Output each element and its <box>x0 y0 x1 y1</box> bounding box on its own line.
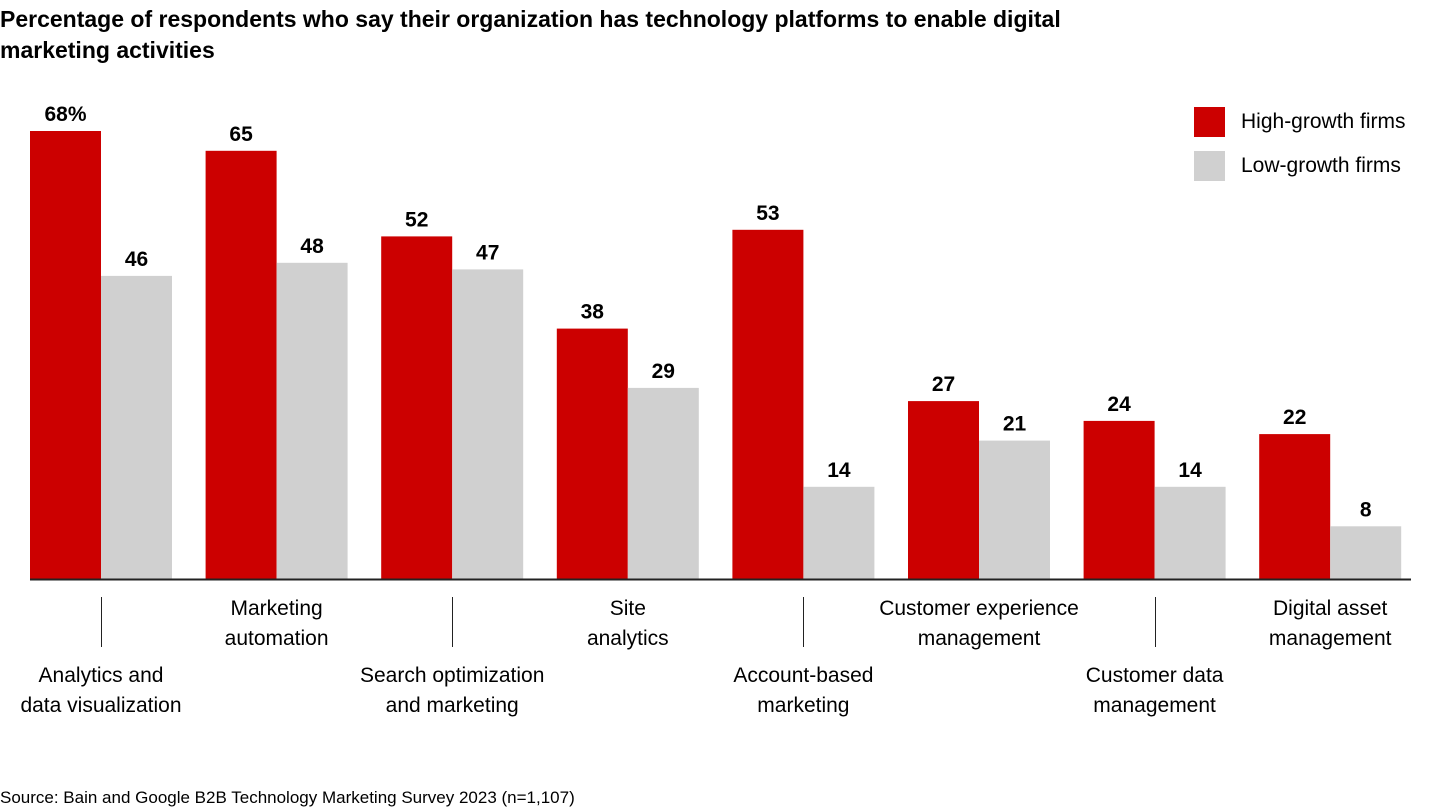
data-label: 46 <box>125 248 148 271</box>
x-tick-label-line: Digital asset <box>1272 597 1388 620</box>
x-tick-label-line: analytics <box>586 627 669 650</box>
x-tick-label-line: Account-based <box>733 664 874 687</box>
bar-low-growth <box>452 269 524 579</box>
x-tick-leader-line <box>1155 597 1156 647</box>
bar-high-growth <box>908 401 979 579</box>
legend: High-growth firms Low-growth firms <box>1194 100 1406 188</box>
x-tick-label-line: Analytics and <box>38 664 164 687</box>
legend-swatch-low-growth <box>1194 151 1225 181</box>
x-tick-label-line: management <box>917 627 1041 650</box>
x-tick-label-line: automation <box>224 627 329 650</box>
data-label: 29 <box>652 360 675 383</box>
bar-low-growth <box>627 387 699 579</box>
chart-title: Percentage of respondents who say their … <box>0 6 1061 63</box>
data-label: 68% <box>44 103 86 126</box>
x-tick-label: Marketing automation <box>225 594 329 654</box>
x-tick-label-line: Customer data <box>1085 664 1224 687</box>
bar-high-growth <box>30 131 101 579</box>
data-label: 8 <box>1360 498 1372 521</box>
x-tick-label: Customer experience management <box>879 594 1079 654</box>
x-tick-label: Account-based marketing <box>733 661 873 721</box>
bar-chart: 68% 46 65 48 52 47 38 29 53 14 27 21 24 14 22 8 <box>30 103 1411 581</box>
bar-high-growth <box>1259 434 1331 579</box>
data-label: 24 <box>1107 393 1131 416</box>
bar-low-growth <box>1154 486 1226 579</box>
source-note: Source: Bain and Google B2B Technology M… <box>0 788 575 807</box>
x-tick-label: Customer data management <box>1086 661 1224 721</box>
data-label: 14 <box>1178 459 1202 482</box>
bar-high-growth <box>381 236 453 579</box>
x-tick-label-line: Marketing <box>230 597 323 620</box>
data-label: 21 <box>1003 413 1027 436</box>
x-tick-label: Digital asset management <box>1269 594 1392 654</box>
x-tick-leader-line <box>803 597 804 647</box>
x-tick-label-line: marketing <box>757 694 850 717</box>
bar-low-growth <box>803 486 875 579</box>
data-label: 52 <box>405 208 428 231</box>
data-label: 53 <box>756 202 779 225</box>
bar-high-growth <box>1083 420 1155 579</box>
x-tick-label-line: management <box>1268 627 1392 650</box>
data-label: 14 <box>827 459 851 482</box>
x-tick-label-line: Site <box>609 597 646 620</box>
x-tick-leader-line <box>452 597 453 647</box>
x-tick-label-line: management <box>1093 694 1216 717</box>
legend-item-high-growth: High-growth firms <box>1194 100 1406 144</box>
legend-label-high-growth: High-growth firms <box>1241 110 1406 133</box>
x-tick-label-line: Search optimization <box>359 664 545 687</box>
data-label: 38 <box>581 301 605 324</box>
x-tick-label: Site analytics <box>587 594 669 654</box>
legend-item-low-growth: Low-growth firms <box>1194 144 1406 188</box>
x-tick-label: Search optimization and marketing <box>360 661 544 721</box>
data-label: 47 <box>476 241 499 264</box>
data-label: 27 <box>932 373 955 396</box>
data-label: 48 <box>300 235 324 258</box>
bar-high-growth <box>556 328 628 579</box>
x-tick-label-line: and marketing <box>385 694 519 717</box>
data-label: 65 <box>229 123 253 146</box>
bar-high-growth <box>205 150 277 580</box>
legend-swatch-high-growth <box>1194 107 1225 137</box>
x-tick-label: Analytics and data visualization <box>20 661 181 721</box>
bar-low-growth <box>101 275 172 579</box>
bar-low-growth <box>1330 526 1402 579</box>
data-label: 22 <box>1283 406 1306 429</box>
x-tick-label-line: data visualization <box>20 694 182 717</box>
bar-low-growth <box>979 440 1050 579</box>
legend-label-low-growth: Low-growth firms <box>1241 154 1401 177</box>
bar-low-growth <box>276 262 348 579</box>
bar-high-growth <box>732 229 804 580</box>
x-tick-label-line: Customer experience <box>879 597 1079 620</box>
x-tick-leader-line <box>101 597 102 647</box>
